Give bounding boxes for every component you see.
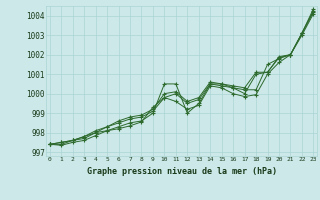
X-axis label: Graphe pression niveau de la mer (hPa): Graphe pression niveau de la mer (hPa)	[87, 167, 276, 176]
